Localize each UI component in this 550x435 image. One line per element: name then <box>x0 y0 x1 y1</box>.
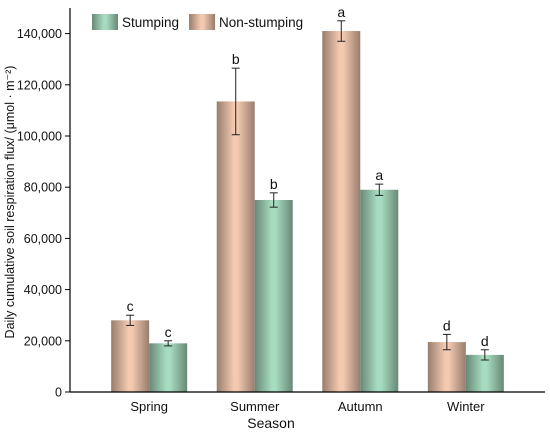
x-tick-label-summer: Summer <box>230 399 280 414</box>
bar-non-stumping-summer <box>216 101 255 392</box>
significance-letter-non-stumping-summer: b <box>232 51 240 67</box>
bar-stumping-autumn <box>360 189 399 392</box>
y-tick-label: 100,000 <box>17 130 62 144</box>
bars-layer: c c b b a a d d <box>111 4 504 392</box>
x-tick-label-spring: Spring <box>130 399 168 414</box>
significance-letter-stumping-autumn: a <box>375 167 383 183</box>
y-tick-label: 120,000 <box>17 78 62 92</box>
legend: Stumping Non-stumping <box>92 14 303 30</box>
bar-non-stumping-winter <box>427 342 466 392</box>
significance-letter-stumping-winter: d <box>481 333 489 349</box>
bar-stumping-summer <box>254 200 293 392</box>
y-tick-label: 40,000 <box>24 283 62 297</box>
y-tick-label: 0 <box>55 386 62 400</box>
significance-letter-stumping-spring: c <box>165 324 172 340</box>
significance-letter-non-stumping-autumn: a <box>337 4 345 20</box>
y-tick-label: 20,000 <box>24 334 62 348</box>
significance-letter-non-stumping-winter: d <box>443 317 451 333</box>
legend-swatch-non-stumping <box>189 14 216 30</box>
significance-letter-stumping-summer: b <box>270 176 278 192</box>
y-tick-label: 60,000 <box>24 232 62 246</box>
x-tick-label-winter: Winter <box>447 399 485 414</box>
significance-letter-non-stumping-spring: c <box>127 298 134 314</box>
bar-stumping-spring <box>149 343 188 392</box>
axes-layer: Spring Summer Autumn Winter 0 20,000 40,000 60,… <box>17 8 545 414</box>
bar-non-stumping-autumn <box>322 31 361 392</box>
legend-swatch-stumping <box>92 14 118 30</box>
y-tick-label: 140,000 <box>17 27 62 41</box>
bar-non-stumping-spring <box>111 320 150 392</box>
bar-stumping-winter <box>465 354 504 392</box>
legend-label-stumping: Stumping <box>122 15 179 30</box>
x-axis-label: Season <box>247 415 294 431</box>
y-tick-label: 80,000 <box>24 181 62 195</box>
x-tick-label-autumn: Autumn <box>338 399 383 414</box>
legend-label-non-stumping: Non-stumping <box>219 15 303 30</box>
y-axis-label: Daily cumulative soil respiration flux/ … <box>3 66 17 339</box>
